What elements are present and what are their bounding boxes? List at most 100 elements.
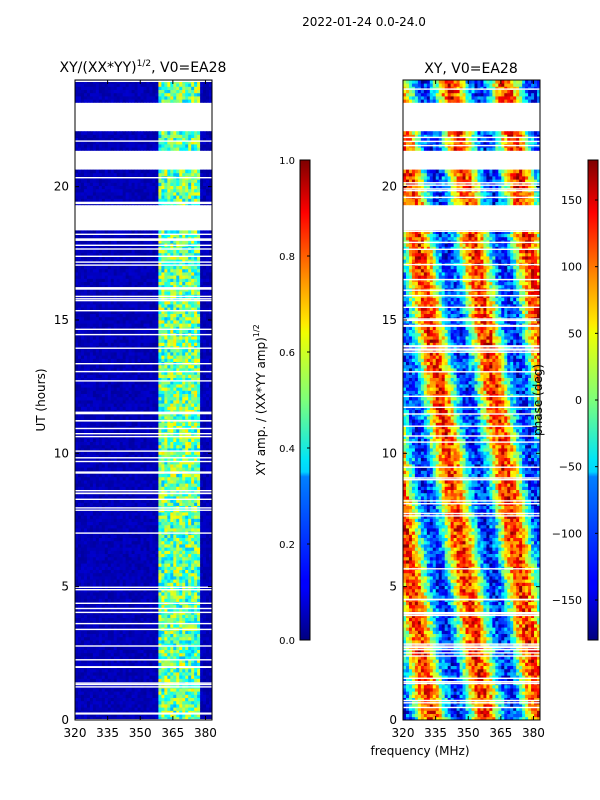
- heatmap-cell: [113, 662, 118, 666]
- heatmap-cell: [83, 396, 88, 401]
- heatmap-cell: [179, 483, 183, 487]
- heatmap-cell: [125, 556, 130, 561]
- heatmap-cell: [101, 460, 106, 465]
- heatmap-cell: [125, 518, 130, 522]
- heatmap-cell: [107, 643, 112, 647]
- heatmap-cell: [182, 592, 186, 596]
- heatmap-cell: [200, 515, 204, 519]
- heatmap-cell: [194, 569, 198, 574]
- heatmap-cell: [98, 633, 103, 638]
- heatmap-cell: [146, 534, 150, 538]
- heatmap-cell: [89, 396, 94, 401]
- heatmap-cell: [143, 384, 147, 388]
- heatmap-cell: [131, 464, 135, 468]
- heatmap-cell: [140, 604, 144, 609]
- heatmap-cell: [86, 646, 91, 650]
- heatmap-cell: [92, 604, 97, 609]
- heatmap-cell: [77, 716, 82, 720]
- heatmap-cell: [86, 595, 91, 599]
- heatmap-cell: [95, 540, 100, 545]
- heatmap-cell: [194, 572, 198, 577]
- heatmap-cell: [86, 441, 91, 446]
- heatmap-cell: [146, 553, 150, 558]
- heatmap-cell: [194, 691, 198, 695]
- heatmap-cell: [89, 451, 94, 455]
- heatmap-cell: [89, 595, 94, 599]
- heatmap-cell: [101, 566, 106, 570]
- heatmap-cell: [113, 697, 118, 702]
- heatmap-cell: [140, 592, 144, 596]
- heatmap-cell: [176, 454, 180, 458]
- heatmap-cell: [113, 512, 118, 516]
- heatmap-cell: [152, 396, 156, 401]
- heatmap-cell: [173, 672, 177, 676]
- heatmap-cell: [98, 652, 103, 657]
- heatmap-cell: [173, 384, 177, 388]
- heatmap-cell: [131, 620, 135, 625]
- heatmap-cell: [113, 582, 118, 586]
- heatmap-cell: [206, 646, 210, 650]
- heatmap-cell: [176, 460, 180, 465]
- heatmap-cell: [140, 688, 144, 692]
- heatmap-cell: [134, 592, 138, 596]
- heatmap-cell: [98, 707, 103, 711]
- heatmap-cell: [167, 396, 171, 401]
- heatmap-cell: [92, 422, 97, 426]
- heatmap-cell: [191, 678, 195, 682]
- heatmap-cell: [191, 409, 195, 414]
- heatmap-cell: [80, 422, 85, 426]
- heatmap-cell: [116, 675, 121, 679]
- heatmap-cell: [113, 400, 118, 404]
- heatmap-cell: [209, 563, 212, 567]
- heatmap-cell: [182, 691, 186, 695]
- heatmap-cell: [194, 524, 198, 529]
- heatmap-cell: [86, 377, 91, 382]
- heatmap-cell: [134, 668, 138, 673]
- heatmap-cell: [89, 582, 94, 586]
- heatmap-cell: [188, 400, 192, 404]
- heatmap-cell: [89, 697, 94, 702]
- heatmap-cell: [113, 438, 118, 442]
- heatmap-cell: [89, 534, 94, 538]
- heatmap-cell: [140, 425, 144, 430]
- heatmap-cell: [200, 483, 204, 487]
- heatmap-cell: [119, 518, 124, 522]
- heatmap-cell: [77, 371, 82, 375]
- heatmap-cell: [161, 499, 165, 503]
- heatmap-cell: [149, 620, 153, 625]
- heatmap-cell: [86, 668, 91, 673]
- heatmap-cell: [83, 428, 88, 433]
- heatmap-cell: [143, 678, 147, 682]
- heatmap-cell: [89, 704, 94, 708]
- heatmap-cell: [86, 713, 91, 718]
- heatmap-cell: [137, 576, 141, 580]
- heatmap-cell: [101, 521, 106, 526]
- heatmap-cell: [113, 524, 118, 529]
- heatmap-cell: [203, 640, 207, 644]
- heatmap-cell: [89, 422, 94, 426]
- heatmap-cell: [128, 668, 132, 673]
- heatmap-cell: [149, 384, 153, 388]
- heatmap-cell: [98, 480, 103, 484]
- heatmap-cell: [101, 416, 106, 420]
- heatmap-cell: [134, 569, 138, 574]
- heatmap-cell: [197, 380, 201, 385]
- heatmap-cell: [146, 483, 150, 487]
- heatmap-cell: [137, 460, 141, 465]
- heatmap-cell: [122, 515, 127, 519]
- heatmap-cell: [98, 374, 103, 378]
- heatmap-cell: [191, 710, 195, 714]
- heatmap-cell: [134, 588, 138, 593]
- heatmap-cell: [164, 553, 168, 558]
- heatmap-cell: [116, 412, 121, 417]
- heatmap-cell: [167, 377, 171, 382]
- heatmap-cell: [140, 499, 144, 503]
- heatmap-cell: [125, 675, 130, 679]
- heatmap-cell: [89, 492, 94, 497]
- heatmap-cell: [206, 547, 210, 551]
- heatmap-cell: [188, 582, 192, 586]
- heatmap-cell: [125, 425, 130, 430]
- heatmap-cell: [134, 700, 138, 705]
- heatmap-cell: [188, 451, 192, 455]
- heatmap-cell: [119, 569, 124, 574]
